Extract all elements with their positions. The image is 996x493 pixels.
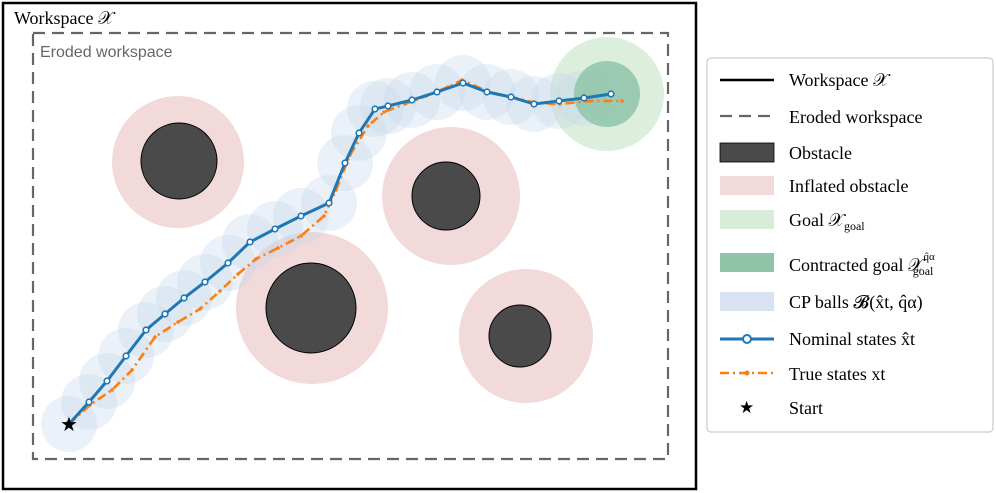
legend-goal-label: Goal 𝒳goal [789,210,865,233]
legend-contracted-goal-label: Contracted goal 𝒳q̂α goal [789,251,935,278]
nominal-state-point [325,199,333,207]
workspace-label: Workspace 𝒳 [14,8,116,28]
legend-obstacle-swatch [719,142,775,163]
true-state-point [110,388,114,392]
eroded-workspace-label: Eroded workspace [40,44,173,61]
nominal-state-point [507,93,515,101]
true-state-point [176,320,180,324]
true-state-point [254,257,258,261]
true-state-point [588,99,592,103]
legend-frame [706,57,994,433]
legend-workspace-label: Workspace 𝒳 [789,70,891,90]
legend-nominal-label: Nominal states x̂t [789,329,915,349]
nominal-state-point [433,88,441,96]
legend-start-label: Start [789,398,823,418]
nominal-state-point [161,310,169,318]
nominal-state-point [297,212,305,220]
legend-cp-balls-label: CP balls 𝓑(x̂t, q̂α) [789,292,923,313]
nominal-state-point [65,420,73,428]
true-state-point [236,272,240,276]
true-state-point [130,368,134,372]
nominal-state-point [371,105,379,113]
nominal-state-point [355,129,363,137]
nominal-state-point [580,94,588,102]
obstacles [140,122,552,368]
nominal-state-point [530,100,538,108]
true-state-point [198,307,202,311]
nominal-state-point [607,90,615,98]
nominal-state-point [85,398,93,406]
true-state-point [299,234,303,238]
nominal-states-line [67,81,612,426]
true-state-point [382,110,386,114]
legend-contracted-goal-swatch [720,253,774,272]
legend: Workspace 𝒳 Eroded workspace Obstacle In… [706,57,994,433]
legend-eroded-label: Eroded workspace [789,107,922,127]
legend-true-marker [744,370,750,376]
true-state-point [366,124,370,128]
nominal-state-point [103,377,111,385]
legend-inflated-swatch [720,176,774,195]
obstacle [265,262,357,354]
legend-inflated-label: Inflated obstacle [789,176,908,196]
legend-goal-swatch [720,210,774,229]
nominal-state-point [142,326,150,334]
nominal-state-point [408,96,416,104]
nominal-state-point [201,278,209,286]
true-state-point [620,99,624,103]
legend-start-swatch: ★ [739,398,754,418]
true-state-point [276,246,280,250]
legend-cp-balls-swatch [720,292,774,311]
nominal-state-point [384,102,392,110]
obstacle [488,304,552,368]
plot-panel: Workspace 𝒳 Eroded workspace ★ [1,1,698,491]
nominal-state-point [459,79,467,87]
true-state-point [322,214,326,218]
obstacle [140,122,218,200]
nominal-state-point [122,352,130,360]
nominal-states-markers [65,79,615,428]
nominal-state-point [180,294,188,302]
true-state-point [153,335,157,339]
nominal-state-point [271,225,279,233]
legend-obstacle-label: Obstacle [789,143,852,163]
legend-true-label: True states xt [789,364,885,384]
nominal-state-point [224,259,232,267]
nominal-state-point [555,97,563,105]
obstacle [411,161,481,231]
legend-nominal-marker [742,334,752,344]
start-marker: ★ [60,412,78,436]
true-state-point [218,289,222,293]
eroded-workspace-boundary [31,31,670,461]
nominal-state-point [341,159,349,167]
nominal-state-point [246,238,254,246]
nominal-state-point [483,88,491,96]
